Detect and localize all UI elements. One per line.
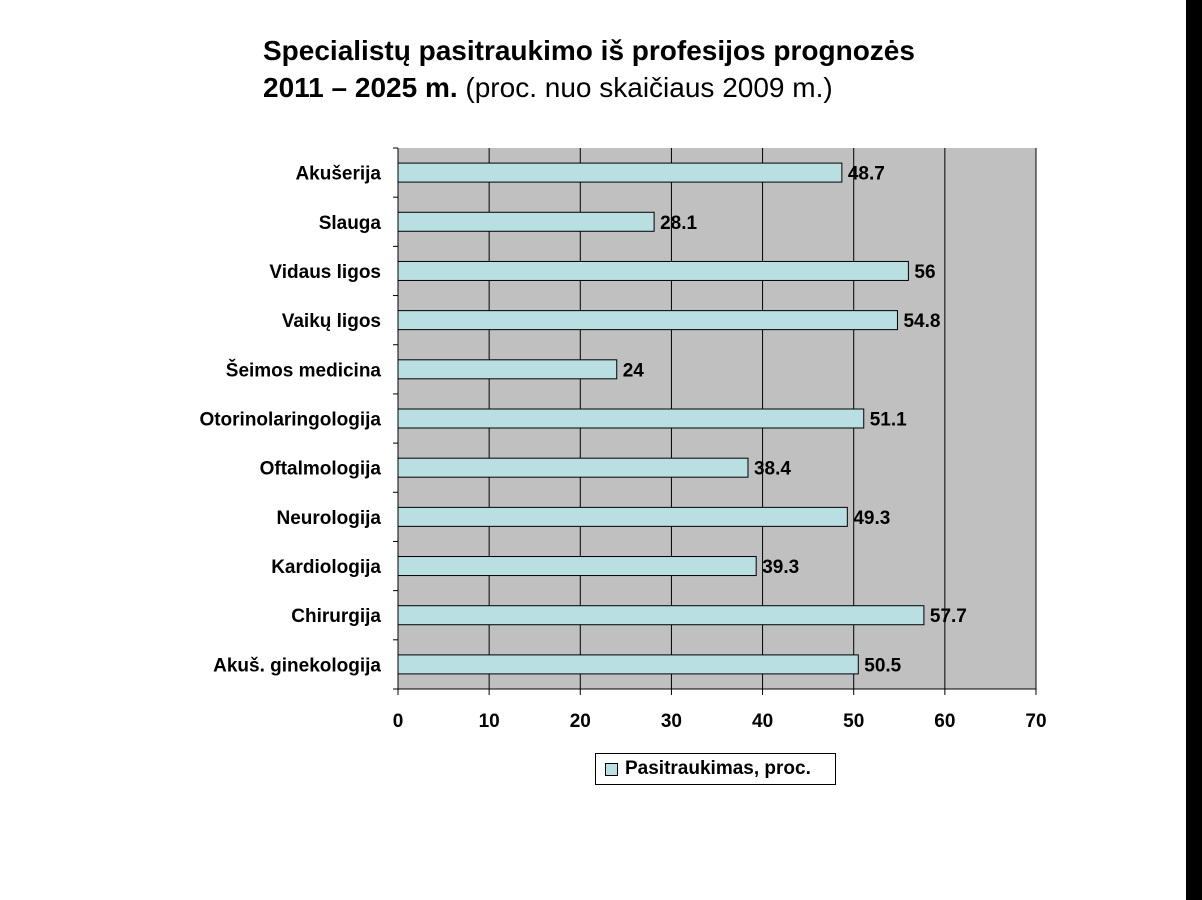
data-label: 38.4 — [754, 459, 791, 480]
bar — [397, 310, 898, 331]
category-label: Slauga — [319, 213, 382, 234]
data-label: 51.1 — [870, 410, 907, 431]
legend-swatch — [605, 762, 618, 776]
data-label: 54.8 — [903, 311, 940, 332]
data-label: 24 — [623, 360, 645, 381]
x-tick-label: 10 — [479, 711, 500, 732]
x-tick-label: 40 — [752, 711, 773, 732]
data-label: 39.3 — [762, 557, 799, 578]
category-label: Vidaus ligos — [269, 262, 381, 283]
bar — [397, 359, 618, 380]
category-label: Akuš. ginekologija — [213, 655, 381, 676]
category-label: Vaikų ligos — [282, 311, 381, 332]
bar — [397, 506, 848, 527]
chart-title: Specialistų pasitraukimo iš profesijos p… — [263, 32, 1163, 106]
data-label: 56 — [914, 262, 935, 283]
chart-legend: Pasitraukimas, proc. — [595, 753, 836, 785]
bar — [397, 260, 909, 281]
data-label: 28.1 — [660, 213, 697, 234]
category-label: Oftalmologija — [260, 459, 382, 480]
category-label: Kardiologija — [271, 557, 381, 578]
bar — [397, 408, 865, 429]
x-tick-label: 70 — [1025, 711, 1046, 732]
data-label: 57.7 — [930, 606, 967, 627]
x-tick-label: 0 — [393, 711, 404, 732]
x-tick-label: 30 — [661, 711, 682, 732]
category-label: Chirurgija — [291, 606, 381, 627]
chart-title-line-1: Specialistų pasitraukimo iš profesijos p… — [263, 35, 915, 66]
x-tick-label: 20 — [570, 711, 591, 732]
bar — [397, 457, 749, 478]
chart-title-years: 2011 – 2025 m. — [263, 72, 458, 103]
slide-right-edge — [1186, 0, 1202, 900]
category-label: Neurologija — [276, 508, 381, 529]
data-label: 50.5 — [864, 655, 901, 676]
category-label: Šeimos medicina — [226, 359, 382, 381]
category-label: Otorinolaringologija — [199, 410, 381, 431]
bar — [397, 605, 925, 626]
data-label: 49.3 — [853, 508, 890, 529]
x-tick-label: 60 — [934, 711, 955, 732]
category-label: Akušerija — [295, 164, 381, 185]
legend-label: Pasitraukimas, proc. — [625, 758, 811, 779]
bar — [397, 556, 757, 577]
chart-title-unit-note: (proc. nuo skaičiaus 2009 m.) — [465, 72, 833, 103]
x-tick-label: 50 — [843, 711, 864, 732]
bar — [397, 211, 655, 232]
data-label: 48.7 — [848, 164, 885, 185]
bar — [397, 654, 859, 675]
bar — [397, 162, 843, 183]
